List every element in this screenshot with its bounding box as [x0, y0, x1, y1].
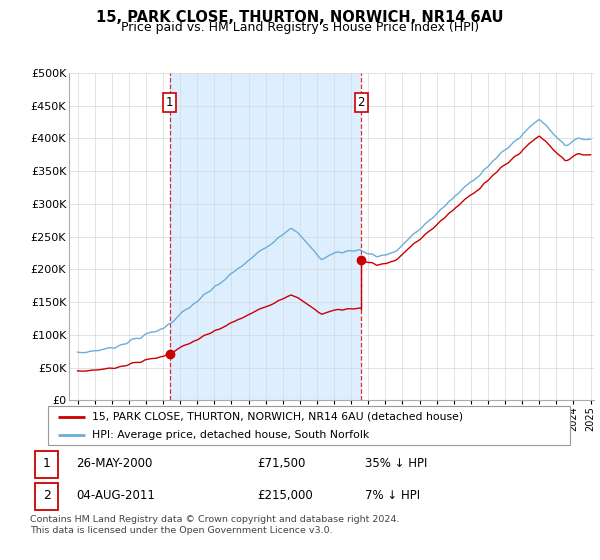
- Text: 1: 1: [166, 96, 173, 109]
- Text: 26-MAY-2000: 26-MAY-2000: [76, 458, 152, 470]
- Text: 2: 2: [43, 489, 50, 502]
- Bar: [35, 451, 58, 478]
- Text: 04-AUG-2011: 04-AUG-2011: [76, 489, 155, 502]
- Text: 2: 2: [358, 96, 365, 109]
- Bar: [170, 73, 361, 400]
- Text: Price paid vs. HM Land Registry's House Price Index (HPI): Price paid vs. HM Land Registry's House …: [121, 21, 479, 34]
- Text: Contains HM Land Registry data © Crown copyright and database right 2024.
This d: Contains HM Land Registry data © Crown c…: [30, 515, 400, 535]
- Text: HPI: Average price, detached house, South Norfolk: HPI: Average price, detached house, Sout…: [92, 430, 370, 440]
- Text: 7% ↓ HPI: 7% ↓ HPI: [365, 489, 420, 502]
- Text: 15, PARK CLOSE, THURTON, NORWICH, NR14 6AU (detached house): 15, PARK CLOSE, THURTON, NORWICH, NR14 6…: [92, 412, 463, 422]
- Text: £215,000: £215,000: [257, 489, 313, 502]
- Text: 35% ↓ HPI: 35% ↓ HPI: [365, 458, 427, 470]
- Text: £71,500: £71,500: [257, 458, 305, 470]
- Text: 15, PARK CLOSE, THURTON, NORWICH, NR14 6AU: 15, PARK CLOSE, THURTON, NORWICH, NR14 6…: [96, 10, 504, 25]
- Text: 1: 1: [43, 458, 50, 470]
- Bar: [35, 483, 58, 510]
